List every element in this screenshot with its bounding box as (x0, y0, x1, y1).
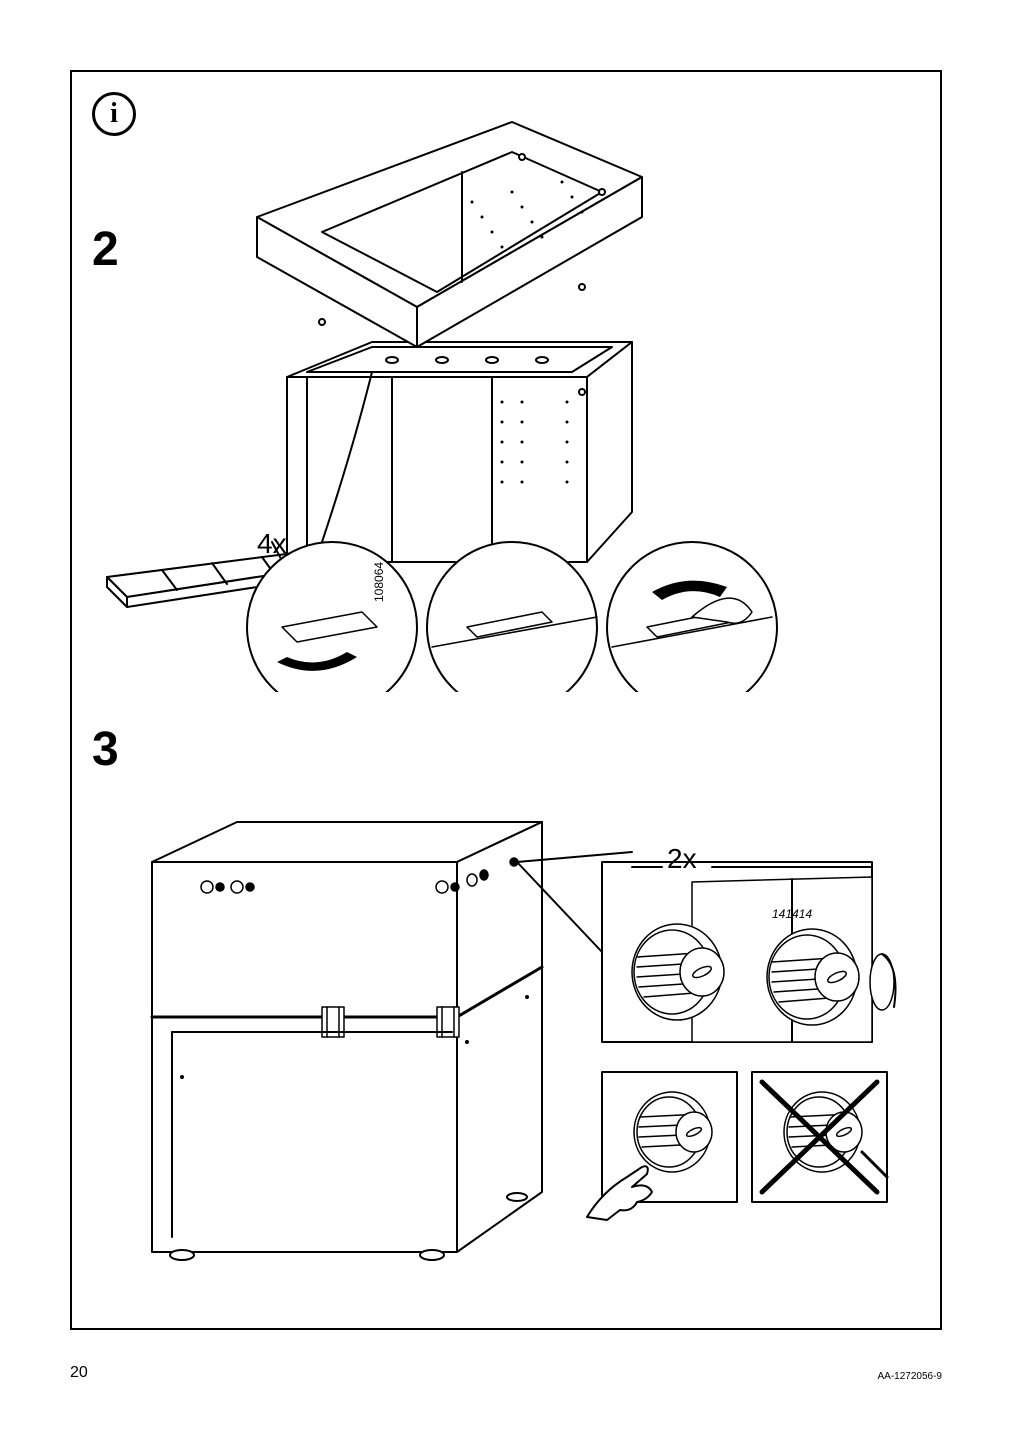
step-2-part-number: 108064 (372, 562, 386, 602)
step-3-illustration (72, 772, 942, 1332)
page-number: 20 (70, 1364, 88, 1382)
step-3-number: 3 (92, 722, 119, 777)
instruction-page: i 2 3 (70, 70, 942, 1330)
step-3-quantity: 2x (667, 843, 697, 875)
step-2-illustration (72, 72, 942, 692)
step-3-part-number: 141414 (772, 907, 812, 921)
step-2-quantity: 4x (257, 528, 287, 560)
document-id: AA-1272056-9 (878, 1371, 943, 1382)
